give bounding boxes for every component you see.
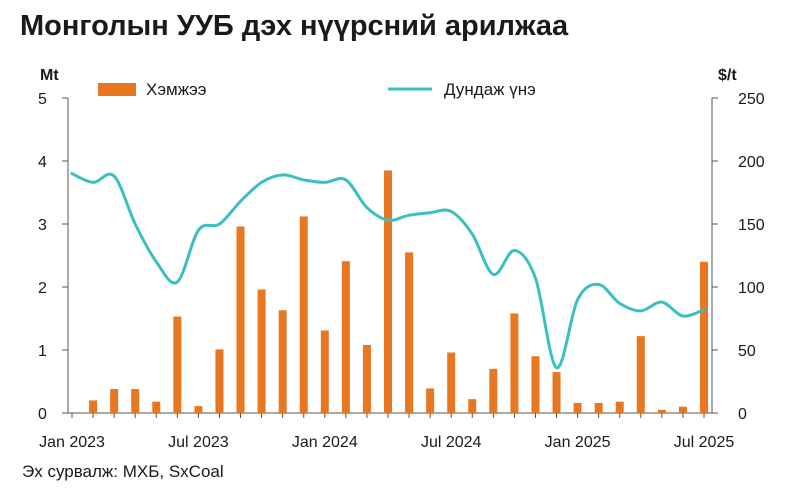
bar-volume (362, 344, 371, 413)
bar-volume (173, 316, 182, 413)
legend: Хэмжээ Дундаж үнэ (98, 80, 536, 99)
bar-volume (299, 216, 308, 413)
legend-label-volume: Хэмжээ (146, 80, 206, 99)
chart-title: Монголын УУБ дэх нүүрсний арилжаа (20, 10, 569, 42)
bar-volume (615, 401, 624, 413)
left-tick-label: 4 (38, 154, 47, 171)
right-tick-label: 0 (738, 406, 747, 423)
bar-volume (131, 389, 140, 413)
bar-volume (257, 289, 266, 413)
bar-volume (341, 261, 350, 413)
x-tick-label: Jan 2023 (39, 434, 105, 451)
left-axis-unit: Mt (40, 67, 59, 84)
bar-volume (194, 406, 203, 413)
left-tick-label: 1 (38, 343, 47, 360)
right-tick-label: 100 (738, 280, 765, 297)
bar-volume (384, 170, 392, 413)
bar-volume (636, 336, 645, 413)
bar-volume (405, 252, 414, 413)
source-note: Эх сурвалж: МХБ, SxCoal (22, 462, 224, 481)
bar-volume (426, 388, 435, 413)
bar-volume (594, 402, 603, 413)
left-tick-label: 5 (38, 91, 47, 108)
x-tick-label: Jul 2024 (421, 434, 482, 451)
bar-volume (552, 372, 561, 413)
bar-volume (700, 261, 708, 413)
right-tick-label: 250 (738, 91, 765, 108)
right-tick-label: 200 (738, 154, 765, 171)
x-tick-label: Jan 2025 (545, 434, 611, 451)
bar-volume (468, 399, 477, 413)
x-tick-label: Jan 2024 (292, 434, 358, 451)
left-tick-label: 3 (38, 217, 47, 234)
bar-volume (320, 330, 329, 413)
legend-swatch-volume (98, 83, 136, 96)
bar-volume (678, 406, 687, 413)
bar-volume (215, 349, 224, 413)
bar-volume (573, 402, 582, 413)
x-tick-label: Jul 2025 (674, 434, 735, 451)
legend-label-average-price: Дундаж үнэ (444, 80, 536, 99)
left-tick-label: 0 (38, 406, 47, 423)
right-tick-label: 150 (738, 217, 765, 234)
bar-volume (447, 352, 456, 413)
left-tick-label: 2 (38, 280, 47, 297)
bar-volume (110, 389, 119, 413)
bar-volume (152, 401, 161, 413)
bar-volume (236, 226, 245, 413)
x-tick-label: Jul 2023 (168, 434, 229, 451)
bar-volume (510, 313, 519, 413)
bar-volume (657, 409, 666, 413)
right-tick-label: 50 (738, 343, 756, 360)
bar-volume (89, 400, 98, 413)
bar-volume (531, 356, 540, 413)
bar-series-volume (89, 170, 708, 413)
line-series-average-price (70, 172, 706, 370)
right-axis-unit: $/t (718, 67, 737, 84)
bar-volume (278, 310, 287, 413)
bar-volume (489, 368, 498, 413)
